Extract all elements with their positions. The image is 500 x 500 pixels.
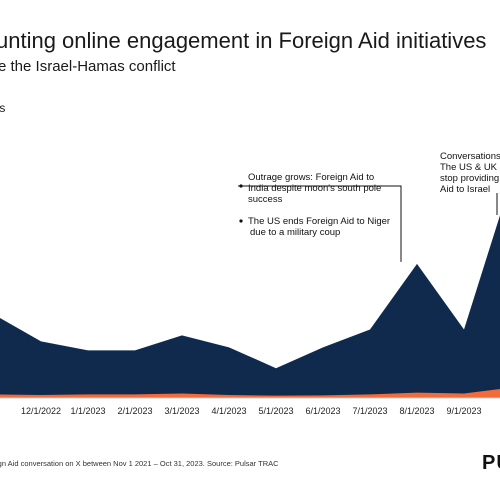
annotation-leader-line <box>238 185 402 262</box>
annotation-text: success <box>248 194 283 205</box>
annotation-text: stop providing <box>440 173 499 184</box>
annotation-text: The US ends Foreign Aid to Niger <box>248 216 390 227</box>
annotation-text: Outrage grows: Foreign Aid to <box>248 172 374 183</box>
annotation-text: Aid to Israel <box>440 184 490 195</box>
brand-logo: PUL <box>482 452 500 474</box>
chart-subtitle: e the Israel-Hamas conflict <box>0 58 176 75</box>
x-tick-label: 9/1/2023 <box>446 406 481 416</box>
x-tick-label: 4/1/2023 <box>211 406 246 416</box>
source-note: ign Aid conversation on X between Nov 1 … <box>0 459 279 468</box>
annotation-text: India despite moon's south pole <box>248 183 381 194</box>
x-tick-label: 2/1/2023 <box>117 406 152 416</box>
chart-title: unting online engagement in Foreign Aid … <box>0 28 487 53</box>
annotation-bullet <box>239 184 243 188</box>
annotation-text: Conversations <box>440 151 500 162</box>
x-tick-label: 3/1/2023 <box>164 406 199 416</box>
x-tick-label: 1/1/2023 <box>70 406 105 416</box>
x-tick-label: 6/1/2023 <box>305 406 340 416</box>
annotation-bullet <box>239 219 243 223</box>
x-tick-label: 7/1/2023 <box>352 406 387 416</box>
x-tick-label: 12/1/2022 <box>21 406 61 416</box>
annotation-text: due to a military coup <box>250 227 340 238</box>
engagement-area <box>0 215 500 398</box>
secondary-area <box>0 388 500 398</box>
x-tick-label: 5/1/2023 <box>258 406 293 416</box>
annotation-text: The US & UK m <box>440 162 500 173</box>
y-axis-unit-label: ts <box>0 101 6 115</box>
x-tick-label: 8/1/2023 <box>399 406 434 416</box>
